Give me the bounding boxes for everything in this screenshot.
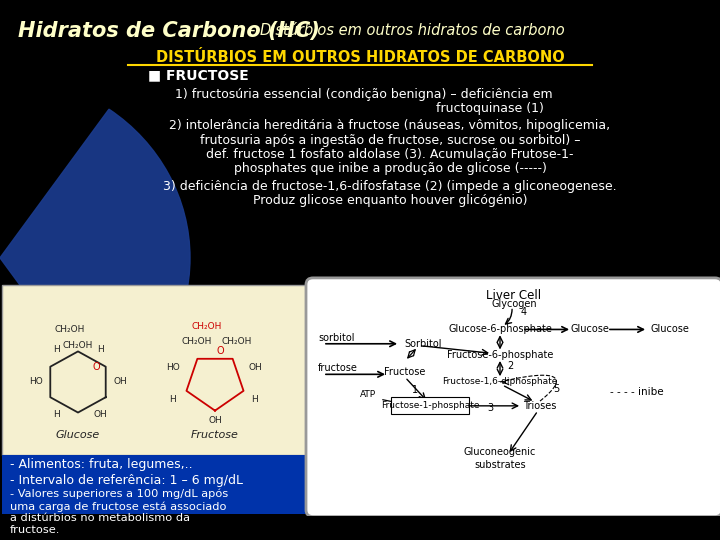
Text: - Intervalo de referência: 1 – 6 mg/dL: - Intervalo de referência: 1 – 6 mg/dL <box>10 474 243 487</box>
Text: Glucose: Glucose <box>651 325 690 334</box>
Text: Fructose: Fructose <box>191 430 239 440</box>
Text: phosphates que inibe a produção de glicose (-----): phosphates que inibe a produção de glico… <box>233 163 546 176</box>
Text: Distúrbios em outros hidratos de carbono: Distúrbios em outros hidratos de carbono <box>260 23 564 38</box>
Text: - Valores superiores a 100 mg/dL após
uma carga de fructose está associado
a dis: - Valores superiores a 100 mg/dL após um… <box>10 489 228 535</box>
Text: Sorbitol: Sorbitol <box>404 339 442 349</box>
Text: 5: 5 <box>553 383 559 394</box>
Text: Fructose-1-phosphate: Fructose-1-phosphate <box>381 401 480 410</box>
Text: Glucose: Glucose <box>56 430 100 440</box>
Text: H: H <box>251 395 258 404</box>
Text: Gluconeogenic
substrates: Gluconeogenic substrates <box>464 447 536 470</box>
Text: Fructose-1,6-diphosphate: Fructose-1,6-diphosphate <box>442 377 558 387</box>
Text: ATP: ATP <box>360 390 376 399</box>
Text: Trioses: Trioses <box>523 401 557 411</box>
Text: 4: 4 <box>521 307 527 317</box>
Text: def. fructose 1 fosfato aldolase (3). Acumulação Frutose-1-: def. fructose 1 fosfato aldolase (3). Ac… <box>206 148 574 161</box>
Text: –: – <box>242 21 261 39</box>
Text: Liver Cell: Liver Cell <box>487 289 541 302</box>
Text: fructoquinase (1): fructoquinase (1) <box>436 102 544 115</box>
Text: - - - - inibe: - - - - inibe <box>610 387 664 396</box>
Text: 3: 3 <box>487 403 493 413</box>
Text: CH₂OH: CH₂OH <box>182 338 212 346</box>
Text: H: H <box>53 410 59 419</box>
Text: CH₂OH: CH₂OH <box>55 325 85 334</box>
FancyBboxPatch shape <box>391 397 469 414</box>
Text: 2) intolerância hereditária à fructose (náuseas, vômitos, hipoglicemia,: 2) intolerância hereditária à fructose (… <box>169 119 611 132</box>
Text: 3) deficiência de fructose-1,6-difosfatase (2) (impede a gliconeogenese.: 3) deficiência de fructose-1,6-difosfata… <box>163 179 617 193</box>
Text: H: H <box>53 345 59 354</box>
Text: H: H <box>170 395 176 404</box>
Text: ■ FRUCTOSE: ■ FRUCTOSE <box>148 69 248 83</box>
Text: Glucose-6-phosphate: Glucose-6-phosphate <box>448 325 552 334</box>
Text: OH: OH <box>93 410 107 419</box>
Text: CH₂OH: CH₂OH <box>192 322 222 332</box>
Text: CH₂OH: CH₂OH <box>63 341 93 350</box>
Text: Hidratos de Carbono (HC): Hidratos de Carbono (HC) <box>18 21 320 41</box>
Text: Fructose-6-phosphate: Fructose-6-phosphate <box>447 350 553 360</box>
Text: OH: OH <box>208 416 222 424</box>
Text: Glycogen: Glycogen <box>491 299 537 309</box>
FancyBboxPatch shape <box>2 285 310 455</box>
Text: 1: 1 <box>412 386 418 395</box>
Text: OH: OH <box>248 363 262 372</box>
Text: Glucose: Glucose <box>570 325 609 334</box>
Wedge shape <box>0 109 190 407</box>
Text: Produz glicose enquanto houver glicógénio): Produz glicose enquanto houver glicógéni… <box>253 194 527 207</box>
Text: O: O <box>92 362 100 372</box>
Text: frutosuria após a ingestão de fructose, sucrose ou sorbitol) –: frutosuria após a ingestão de fructose, … <box>199 134 580 147</box>
Text: DISTÚRBIOS EM OUTROS HIDRATOS DE CARBONO: DISTÚRBIOS EM OUTROS HIDRATOS DE CARBONO <box>156 50 564 65</box>
Text: H: H <box>96 345 104 354</box>
FancyBboxPatch shape <box>2 455 310 514</box>
Text: HO: HO <box>166 363 180 372</box>
Text: OH: OH <box>113 377 127 387</box>
Text: 1) fructosúria essencial (condição benigna) – deficiência em: 1) fructosúria essencial (condição benig… <box>175 88 553 101</box>
Text: 2: 2 <box>507 361 513 370</box>
Text: - Alimentos: fruta, legumes,..: - Alimentos: fruta, legumes,.. <box>10 458 193 471</box>
Text: HO: HO <box>29 377 43 387</box>
Text: sorbitol: sorbitol <box>318 333 354 343</box>
Text: O: O <box>216 347 224 356</box>
Text: CH₂OH: CH₂OH <box>222 338 252 346</box>
FancyBboxPatch shape <box>306 278 720 517</box>
Text: Fructose: Fructose <box>384 367 426 377</box>
Text: fructose: fructose <box>318 363 358 374</box>
